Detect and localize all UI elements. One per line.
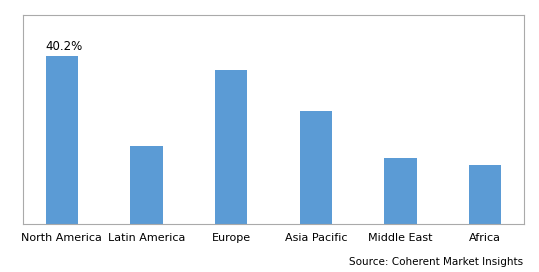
Bar: [384, 158, 417, 224]
Text: 40.2%: 40.2%: [46, 39, 83, 52]
Bar: [215, 70, 247, 224]
Bar: [46, 56, 78, 224]
Bar: [300, 111, 332, 224]
Text: Source: Coherent Market Insights: Source: Coherent Market Insights: [349, 256, 523, 267]
Bar: [130, 146, 163, 224]
Bar: [469, 165, 501, 224]
